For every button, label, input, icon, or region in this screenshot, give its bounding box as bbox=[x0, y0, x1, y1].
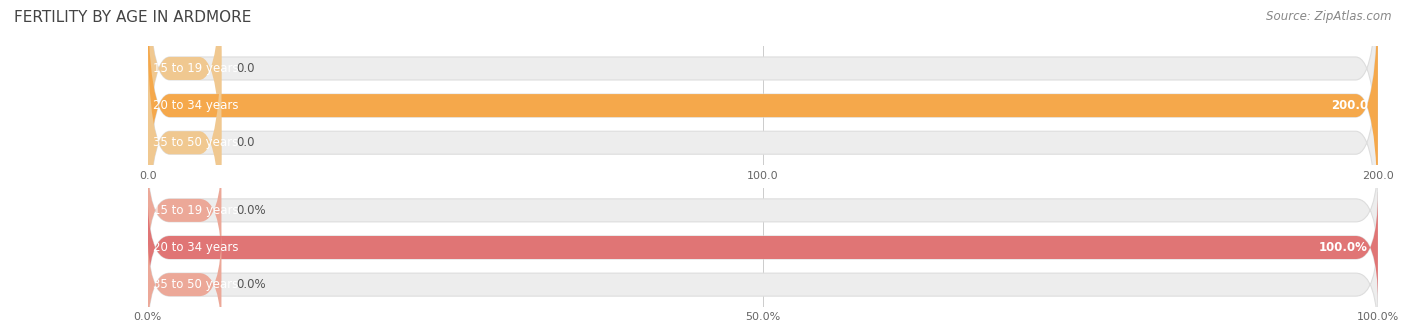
Text: 0.0: 0.0 bbox=[236, 62, 254, 75]
Text: FERTILITY BY AGE IN ARDMORE: FERTILITY BY AGE IN ARDMORE bbox=[14, 10, 252, 25]
Text: 20 to 34 years: 20 to 34 years bbox=[152, 241, 238, 254]
FancyBboxPatch shape bbox=[148, 20, 1378, 265]
FancyBboxPatch shape bbox=[148, 192, 1378, 303]
Text: 100.0%: 100.0% bbox=[1319, 241, 1368, 254]
Text: 15 to 19 years: 15 to 19 years bbox=[152, 62, 238, 75]
Text: 200.0: 200.0 bbox=[1331, 99, 1368, 112]
Text: 0.0%: 0.0% bbox=[236, 278, 266, 291]
FancyBboxPatch shape bbox=[148, 0, 222, 191]
Text: 0.0: 0.0 bbox=[236, 136, 254, 149]
FancyBboxPatch shape bbox=[148, 155, 222, 266]
Text: 20 to 34 years: 20 to 34 years bbox=[152, 99, 238, 112]
FancyBboxPatch shape bbox=[148, 229, 1378, 330]
FancyBboxPatch shape bbox=[148, 0, 1378, 191]
FancyBboxPatch shape bbox=[148, 0, 1378, 228]
Text: 0.0%: 0.0% bbox=[236, 204, 266, 217]
Text: 35 to 50 years: 35 to 50 years bbox=[152, 278, 238, 291]
Text: Source: ZipAtlas.com: Source: ZipAtlas.com bbox=[1267, 10, 1392, 23]
Text: 35 to 50 years: 35 to 50 years bbox=[152, 136, 238, 149]
FancyBboxPatch shape bbox=[148, 20, 222, 265]
FancyBboxPatch shape bbox=[148, 155, 1378, 266]
FancyBboxPatch shape bbox=[148, 229, 222, 330]
FancyBboxPatch shape bbox=[148, 192, 1378, 303]
Text: 15 to 19 years: 15 to 19 years bbox=[152, 204, 238, 217]
FancyBboxPatch shape bbox=[148, 0, 1378, 228]
